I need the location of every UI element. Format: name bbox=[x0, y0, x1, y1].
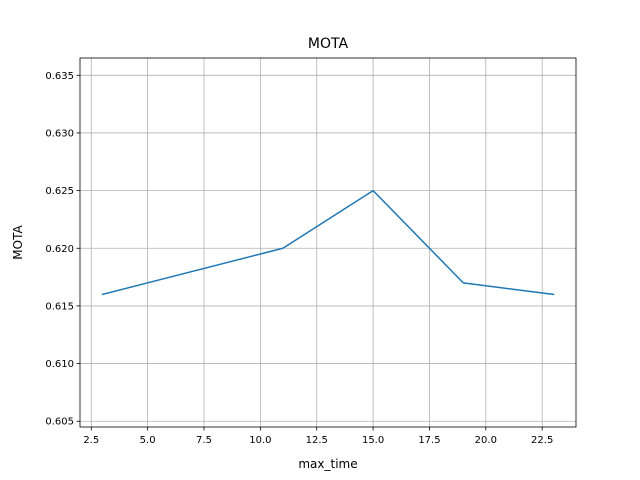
y-axis-label: MOTA bbox=[11, 225, 25, 260]
x-tick-label: 15.0 bbox=[362, 435, 384, 446]
x-axis-ticks: 2.5 5.0 7.5 10.0 12.5 15.0 17.5 20.0 22.5 bbox=[83, 427, 553, 446]
x-tick-label: 5.0 bbox=[140, 435, 156, 446]
y-tick-label: 0.620 bbox=[45, 244, 74, 255]
x-tick-label: 10.0 bbox=[249, 435, 271, 446]
plot-frame bbox=[79, 57, 577, 428]
x-axis-label: max_time bbox=[298, 457, 357, 471]
chart-title: MOTA bbox=[308, 36, 349, 52]
x-tick-label: 2.5 bbox=[83, 435, 99, 446]
series-layer bbox=[101, 189, 555, 296]
y-tick-label: 0.615 bbox=[45, 301, 74, 312]
grid bbox=[80, 58, 576, 427]
y-tick-label: 0.605 bbox=[45, 417, 74, 428]
y-tick-label: 0.630 bbox=[45, 128, 74, 139]
x-tick-label: 20.0 bbox=[475, 435, 497, 446]
y-axis-ticks: 0.605 0.610 0.615 0.620 0.625 0.630 0.635 bbox=[45, 71, 80, 428]
x-tick-label: 22.5 bbox=[531, 435, 553, 446]
y-tick-label: 0.610 bbox=[45, 359, 74, 370]
y-tick-label: 0.625 bbox=[45, 186, 74, 197]
x-tick-label: 7.5 bbox=[196, 435, 212, 446]
x-tick-label: 12.5 bbox=[306, 435, 328, 446]
x-tick-label: 17.5 bbox=[418, 435, 440, 446]
series-line-0 bbox=[101, 189, 555, 296]
y-tick-label: 0.635 bbox=[45, 71, 74, 82]
